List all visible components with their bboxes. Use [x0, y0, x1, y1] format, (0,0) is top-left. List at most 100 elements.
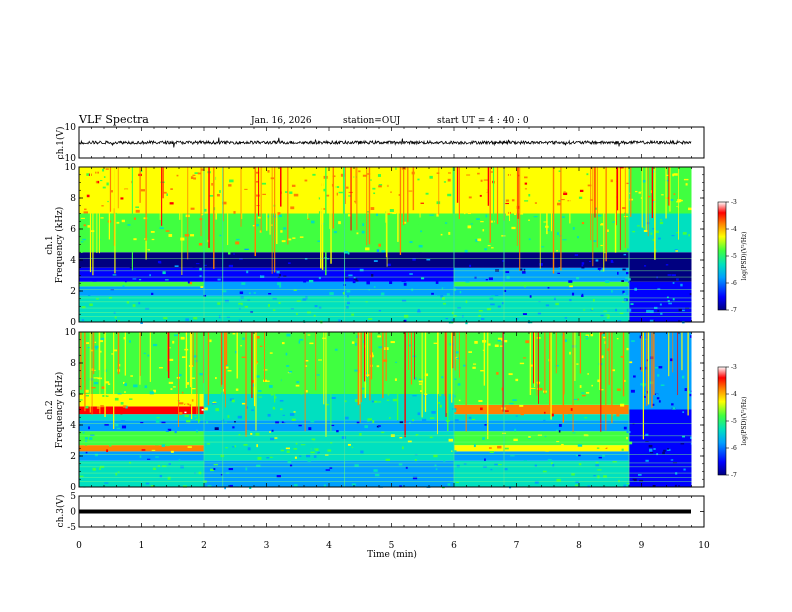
spectrogram-pixel — [272, 406, 276, 410]
spectrogram-pixel — [115, 386, 118, 388]
spectrogram-pixel — [389, 277, 392, 279]
spectrogram-pixel — [556, 429, 559, 432]
spectrogram-pixel — [381, 262, 385, 266]
spectrogram-pixel — [543, 221, 548, 223]
spectrogram-pixel — [673, 206, 678, 209]
spectrogram-pixel — [222, 389, 225, 392]
spectrogram-pixel — [537, 452, 540, 456]
spectrogram-pixel — [158, 334, 161, 336]
spectrogram-pixel — [190, 263, 193, 266]
spectrogram-pixel — [280, 230, 283, 233]
y-tick-label: -5 — [67, 523, 76, 533]
spectrogram-pixel — [371, 400, 375, 403]
spectrogram-pixel — [276, 475, 281, 478]
spectrogram-pixel — [602, 455, 605, 457]
spectrogram-pixel — [180, 336, 185, 340]
spectrogram-pixel — [95, 347, 98, 350]
spectrogram-pixel — [102, 168, 105, 172]
spectrogram-pixel — [538, 278, 542, 281]
spectrogram-pixel — [201, 367, 205, 369]
spectrogram-pixel — [179, 411, 183, 415]
spectrogram-pixel — [238, 307, 241, 310]
spectrogram-pixel — [457, 262, 462, 265]
spectrogram-pixel — [271, 429, 274, 432]
spectrogram-pixel — [277, 282, 282, 286]
spectrogram-pixel — [219, 220, 223, 223]
spectrogram-pixel — [470, 477, 474, 481]
spectrogram-pixel — [503, 289, 507, 292]
spectrogram-pixel — [200, 213, 205, 216]
spectrogram-pixel — [87, 347, 91, 349]
spectrogram-pixel — [357, 370, 361, 373]
spectrogram-pixel — [558, 200, 562, 202]
spectrogram-pixel — [240, 296, 244, 299]
no-data-area — [691, 332, 704, 487]
spectrogram-pixel — [441, 246, 446, 249]
spectrogram-pixel — [232, 426, 235, 429]
spectrogram-pixel — [403, 282, 407, 286]
spectrogram-pixel — [351, 313, 355, 316]
spectrogram-pixel — [415, 434, 419, 436]
spectrogram-pixel — [616, 414, 620, 417]
spectrogram-pixel — [256, 224, 259, 227]
spectrogram-pixel — [260, 272, 265, 276]
spectrogram-pixel — [163, 361, 166, 364]
spectrogram-pixel — [259, 275, 265, 278]
spectrogram-pixel — [470, 223, 473, 225]
spectrogram-pixel — [345, 234, 349, 236]
spectrogram-pixel — [151, 238, 155, 241]
spectrogram-pixel — [277, 276, 280, 279]
spectrogram-pixel — [248, 302, 252, 306]
spectrogram-pixel — [234, 208, 239, 211]
spectrogram-pixel — [100, 337, 105, 340]
spectrogram-pixel — [671, 235, 675, 237]
spectrogram-pixel — [220, 474, 223, 476]
spectrogram-pixel — [199, 332, 202, 335]
spectrogram-pixel — [181, 356, 186, 359]
spectrogram-pixel — [85, 451, 88, 454]
spectrogram-band — [79, 431, 204, 446]
spectrogram-pixel — [372, 420, 375, 423]
spectrogram-pixel — [177, 373, 182, 377]
spectrogram-pixel — [226, 316, 231, 318]
spectrogram-pixel — [122, 255, 127, 257]
spectrogram-pixel — [255, 335, 260, 339]
spectrogram-pixel — [589, 199, 593, 201]
spectrogram-pixel — [389, 281, 393, 285]
spectrogram-pixel — [87, 225, 91, 228]
spectrogram-pixel — [245, 467, 248, 471]
spectrogram-pixel — [436, 213, 439, 217]
spectrogram-pixel — [377, 425, 381, 427]
spectrogram-pixel — [672, 412, 676, 414]
spectrogram-pixel — [467, 212, 472, 215]
spectrogram-pixel — [643, 383, 647, 386]
spectrogram-pixel — [370, 207, 375, 210]
spectrogram-band — [454, 404, 629, 415]
spectrogram-pixel — [79, 475, 84, 477]
spectrogram-pixel — [375, 350, 380, 353]
spectrogram-pixel — [81, 469, 84, 471]
spectrogram-pixel — [240, 446, 245, 449]
spectrogram-pixel — [84, 208, 87, 211]
spectrogram-pixel — [610, 337, 613, 341]
spectrogram-pixel — [469, 264, 472, 267]
spectrogram-pixel — [207, 485, 212, 487]
spectrogram-pixel — [307, 393, 310, 396]
spectrogram-pixel — [107, 383, 111, 385]
spectrogram-pixel — [508, 268, 513, 272]
spectrogram-pixel — [388, 171, 392, 173]
spectrogram-pixel — [613, 455, 616, 457]
spectrogram-pixel — [519, 362, 525, 365]
spectrogram-pixel — [196, 370, 200, 374]
spectrogram-pixel — [481, 318, 485, 320]
spectrogram-pixel — [478, 309, 483, 312]
spectrogram-pixel — [233, 211, 236, 214]
spectrogram-pixel — [195, 418, 198, 421]
spectrogram-pixel — [504, 468, 508, 471]
spectrogram-pixel — [584, 339, 586, 342]
spectrogram-band — [454, 460, 629, 487]
spectrogram-pixel — [237, 369, 240, 372]
spectrogram-pixel — [101, 205, 104, 207]
spectrogram-pixel — [657, 374, 660, 377]
